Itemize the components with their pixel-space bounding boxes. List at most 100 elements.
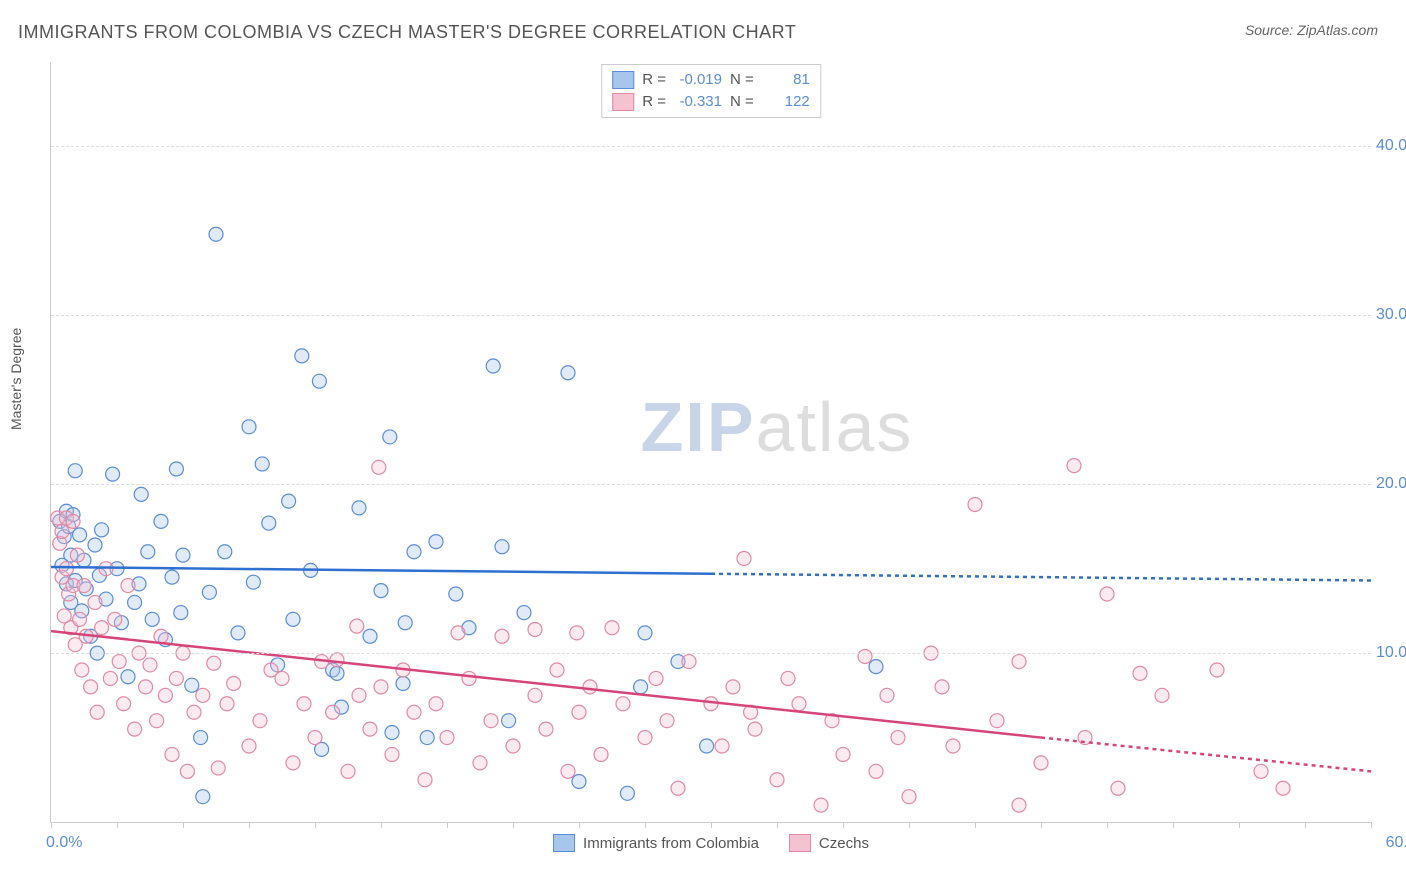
- swatch-colombia-bottom: [553, 834, 575, 852]
- data-point: [154, 629, 168, 643]
- data-point: [484, 714, 498, 728]
- y-axis-label: Master's Degree: [8, 328, 24, 430]
- data-point: [385, 725, 399, 739]
- data-point: [174, 606, 188, 620]
- data-point: [486, 359, 500, 373]
- data-point: [605, 621, 619, 635]
- data-point: [330, 653, 344, 667]
- data-point: [781, 671, 795, 685]
- data-point: [902, 790, 916, 804]
- correlation-legend: R = -0.019 N = 81 R = -0.331 N = 122: [601, 64, 821, 118]
- data-point: [134, 487, 148, 501]
- data-point: [227, 677, 241, 691]
- data-point: [572, 774, 586, 788]
- data-point: [935, 680, 949, 694]
- data-point: [90, 705, 104, 719]
- data-point: [66, 514, 80, 528]
- data-point: [341, 764, 355, 778]
- x-axis-min-label: 0.0%: [46, 834, 82, 852]
- data-point: [59, 562, 73, 576]
- data-point: [506, 739, 520, 753]
- data-point: [185, 678, 199, 692]
- data-point: [561, 764, 575, 778]
- scatter-svg: [51, 62, 1371, 822]
- data-point: [68, 464, 82, 478]
- x-tick: [1371, 822, 1372, 828]
- data-point: [385, 747, 399, 761]
- data-point: [429, 697, 443, 711]
- data-point: [682, 655, 696, 669]
- x-tick: [975, 822, 976, 828]
- data-point: [145, 612, 159, 626]
- data-point: [502, 714, 516, 728]
- data-point: [660, 714, 674, 728]
- data-point: [528, 688, 542, 702]
- data-point: [194, 731, 208, 745]
- data-point: [1034, 756, 1048, 770]
- data-point: [726, 680, 740, 694]
- data-point: [246, 575, 260, 589]
- data-point: [517, 606, 531, 620]
- data-point: [286, 612, 300, 626]
- data-point: [363, 722, 377, 736]
- x-tick: [1041, 822, 1042, 828]
- data-point: [398, 616, 412, 630]
- data-point: [75, 663, 89, 677]
- data-point: [169, 671, 183, 685]
- data-point: [700, 739, 714, 753]
- data-point: [495, 629, 509, 643]
- n-value-1: 122: [762, 91, 810, 113]
- y-tick-label: 40.0%: [1376, 137, 1406, 155]
- data-point: [539, 722, 553, 736]
- data-point: [121, 670, 135, 684]
- data-point: [295, 349, 309, 363]
- data-point: [95, 523, 109, 537]
- legend-row-colombia: R = -0.019 N = 81: [612, 69, 810, 91]
- data-point: [103, 671, 117, 685]
- data-point: [253, 714, 267, 728]
- data-point: [1100, 587, 1114, 601]
- y-tick-label: 30.0%: [1376, 306, 1406, 324]
- data-point: [326, 705, 340, 719]
- data-point: [572, 705, 586, 719]
- x-tick: [579, 822, 580, 828]
- data-point: [671, 781, 685, 795]
- data-point: [374, 584, 388, 598]
- data-point: [420, 731, 434, 745]
- chart-plot-area: ZIPatlas R = -0.019 N = 81 R = -0.331 N …: [50, 62, 1371, 823]
- x-tick: [843, 822, 844, 828]
- gridline: [51, 146, 1371, 147]
- data-point: [1276, 781, 1290, 795]
- y-tick-label: 20.0%: [1376, 475, 1406, 493]
- data-point: [638, 626, 652, 640]
- n-label-1: N =: [730, 91, 754, 113]
- gridline: [51, 315, 1371, 316]
- data-point: [570, 626, 584, 640]
- legend-item-czechs: Czechs: [789, 834, 869, 852]
- data-point: [218, 545, 232, 559]
- data-point: [1111, 781, 1125, 795]
- data-point: [528, 622, 542, 636]
- trend-line-extrapolated: [1041, 738, 1371, 772]
- data-point: [561, 366, 575, 380]
- x-axis-max-label: 60.0%: [1386, 834, 1406, 852]
- data-point: [297, 697, 311, 711]
- data-point: [858, 649, 872, 663]
- data-point: [352, 501, 366, 515]
- legend-label-1: Czechs: [819, 835, 869, 852]
- data-point: [158, 688, 172, 702]
- data-point: [1012, 798, 1026, 812]
- data-point: [139, 680, 153, 694]
- x-tick: [183, 822, 184, 828]
- x-tick: [1239, 822, 1240, 828]
- data-point: [1155, 688, 1169, 702]
- swatch-czechs: [612, 93, 634, 111]
- data-point: [880, 688, 894, 702]
- data-point: [108, 612, 122, 626]
- data-point: [1067, 459, 1081, 473]
- data-point: [73, 612, 87, 626]
- data-point: [312, 374, 326, 388]
- data-point: [106, 467, 120, 481]
- data-point: [869, 660, 883, 674]
- data-point: [407, 705, 421, 719]
